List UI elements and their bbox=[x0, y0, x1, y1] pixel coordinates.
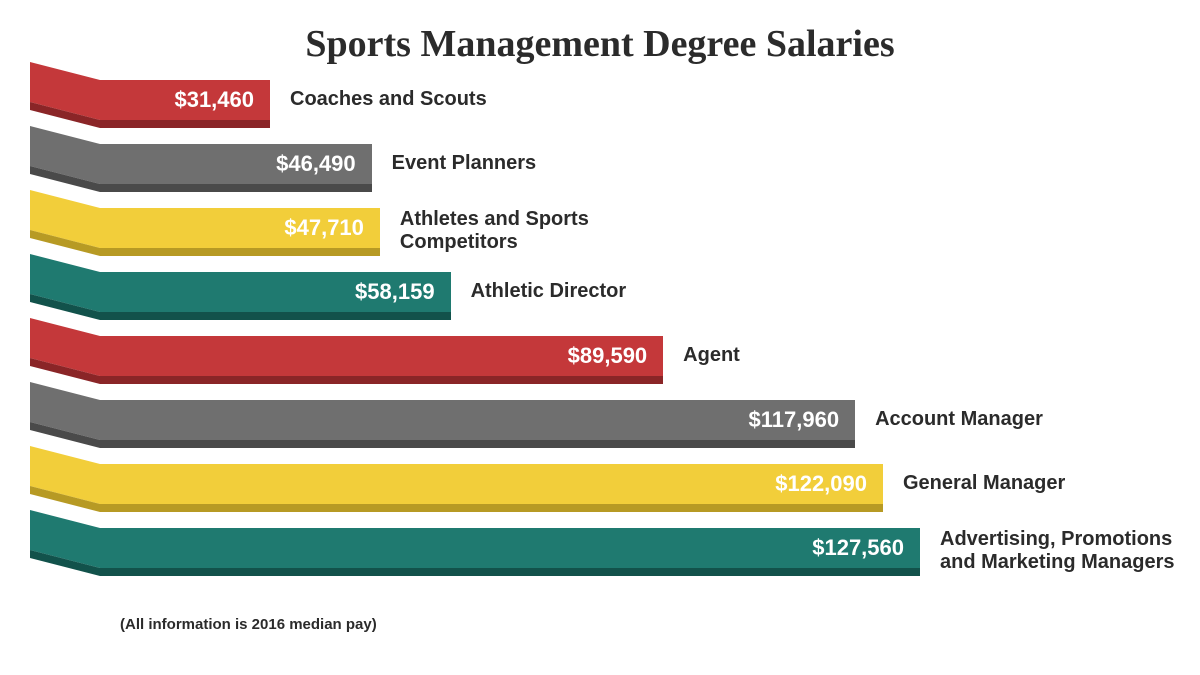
bar-value: $122,090 bbox=[100, 464, 883, 504]
bar-row: $89,590 Agent bbox=[30, 336, 1200, 390]
bar-wing bbox=[30, 190, 100, 256]
bar-shadow bbox=[100, 184, 372, 192]
bar-label: Athletic Director bbox=[471, 280, 627, 303]
chart-title: Sports Management Degree Salaries bbox=[0, 0, 1200, 80]
bar-label: General Manager bbox=[903, 472, 1065, 495]
bar-label: Athletes and Sports Competitors bbox=[400, 208, 660, 254]
bar-row: $117,960 Account Manager bbox=[30, 400, 1200, 454]
bar-value: $89,590 bbox=[100, 336, 663, 376]
bar-wing bbox=[30, 510, 100, 576]
bar-row: $122,090 General Manager bbox=[30, 464, 1200, 518]
bar-shadow bbox=[100, 504, 883, 512]
bar-wing bbox=[30, 254, 100, 320]
bar-shadow bbox=[100, 312, 451, 320]
bar-value: $31,460 bbox=[100, 80, 270, 120]
bar-row: $127,560 Advertising, Promotions and Mark… bbox=[30, 528, 1200, 582]
bar-wing bbox=[30, 446, 100, 512]
bar-wing bbox=[30, 318, 100, 384]
bar-wing bbox=[30, 126, 100, 192]
bar-value: $47,710 bbox=[100, 208, 380, 248]
bar-label: Event Planners bbox=[392, 152, 537, 175]
bar-value: $117,960 bbox=[100, 400, 855, 440]
bar-row: $58,159 Athletic Director bbox=[30, 272, 1200, 326]
bar-shadow bbox=[100, 568, 920, 576]
bar-label: Agent bbox=[683, 344, 740, 367]
bar-wing bbox=[30, 382, 100, 448]
bar-value: $46,490 bbox=[100, 144, 372, 184]
bar-shadow bbox=[100, 120, 270, 128]
bar-shadow bbox=[100, 376, 663, 384]
salary-bar-chart: $31,460 Coaches and Scouts $46,490 Event Pl… bbox=[30, 80, 1200, 582]
bar-label: Coaches and Scouts bbox=[290, 88, 487, 111]
bar-row: $31,460 Coaches and Scouts bbox=[30, 80, 1200, 134]
bar-shadow bbox=[100, 440, 855, 448]
bar-shadow bbox=[100, 248, 380, 256]
bar-value: $58,159 bbox=[100, 272, 451, 312]
bar-row: $46,490 Event Planners bbox=[30, 144, 1200, 198]
bar-label: Account Manager bbox=[875, 408, 1043, 431]
chart-footnote: (All information is 2016 median pay) bbox=[120, 616, 377, 633]
bar-label: Advertising, Promotions and Marketing Ma… bbox=[940, 528, 1200, 574]
bar-value: $127,560 bbox=[100, 528, 920, 568]
bar-row: $47,710 Athletes and Sports Competitors bbox=[30, 208, 1200, 262]
bar-wing bbox=[30, 62, 100, 128]
